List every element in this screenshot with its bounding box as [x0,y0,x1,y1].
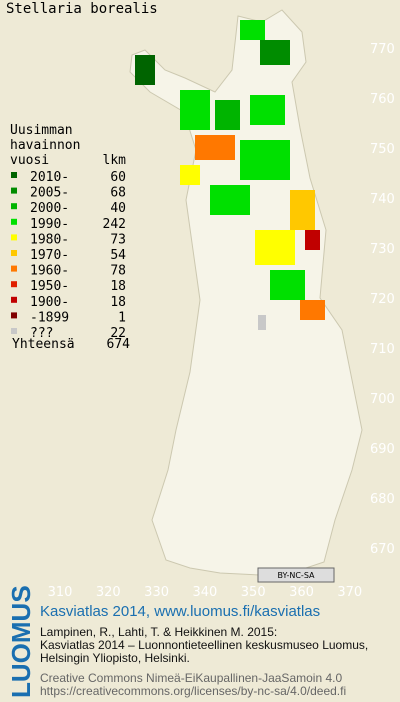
legend-swatch [11,203,17,210]
legend-count: 40 [110,201,126,216]
y-tick-label: 680 [370,492,395,507]
legend-swatch [11,328,17,334]
y-tick-label: 730 [370,242,395,257]
observation-squares [135,20,325,330]
legend-count: 68 [110,186,126,201]
legend-count: 78 [110,264,126,279]
legend-label: 1980- [30,232,69,247]
x-tick-label: 370 [337,585,362,600]
y-tick-label: 710 [370,342,395,357]
y-tick-label: 700 [370,392,395,407]
y-tick-label: 770 [370,42,395,57]
citation-line: Helsingin Yliopisto, Helsinki. [40,651,190,665]
legend-label: 1950- [30,279,69,294]
legend-label: 2000- [30,201,69,216]
legend-total-label: Yhteensä [12,337,75,352]
logo: LUOMUS [6,585,36,698]
legend-label: 1970- [30,248,69,263]
legend-swatch [11,187,17,194]
footer: Lampinen, R., Lahti, T. & Heikkinen M. 2… [40,625,368,698]
citation-line: Lampinen, R., Lahti, T. & Heikkinen M. 2… [40,625,277,639]
legend-count: 73 [110,232,126,247]
footer-title: Kasviatlas 2014, www.luomus.fi/kasviatla… [40,603,320,620]
legend-column: lkm [103,153,127,168]
legend-label: 2010- [30,170,69,185]
legend-count: 22 [110,326,126,341]
x-tick-label: 350 [241,585,266,600]
x-tick-label: 320 [96,585,121,600]
legend-label: 1960- [30,264,69,279]
x-tick-label: 330 [144,585,169,600]
legend-count: 60 [110,170,126,185]
x-tick-label: 310 [48,585,73,600]
y-tick-label: 760 [370,92,395,107]
license-line: https://creativecommons.org/licenses/by-… [40,684,346,698]
y-tick-label: 670 [370,542,395,557]
legend-swatch [11,234,17,241]
citation-line: Kasviatlas 2014 – Luonnontieteellinen ke… [40,638,368,652]
y-tick-label: 690 [370,442,395,457]
legend-label: 2005- [30,186,69,201]
license-line: Creative Commons Nimeä-EiKaupallinen-Jaa… [40,671,342,685]
legend-swatch [11,296,17,303]
legend-heading: Uusimman [10,123,73,138]
y-tick-label: 740 [370,192,395,207]
y-tick-label: 750 [370,142,395,157]
legend-swatch [11,172,17,178]
legend-swatch [11,265,17,272]
legend-count: 54 [110,248,126,263]
legend-count: 18 [110,295,126,310]
legend-label: ??? [30,326,53,341]
legend-swatch [11,218,17,225]
legend-count: 18 [110,279,126,294]
y-tick-label: 720 [370,292,395,307]
cc-badge-text: BY-NC-SA [277,571,315,580]
cc-badge [257,567,335,583]
legend-swatch [11,250,17,256]
legend-swatch [11,281,17,288]
legend-heading: havainnon [10,138,80,153]
legend-count: 1 [118,310,126,325]
legend-column: vuosi [10,153,49,168]
x-tick-label: 340 [192,585,217,600]
legend-label: -1899 [30,310,69,325]
legend-label: 1900- [30,295,69,310]
legend-swatch [11,312,17,319]
legend-label: 1990- [30,217,69,232]
x-tick-label: 360 [289,585,314,600]
title: Stellaria borealis [6,1,158,17]
finland-outline [129,9,363,576]
legend-count: 242 [103,217,126,232]
legend-total-count: 674 [107,337,131,352]
